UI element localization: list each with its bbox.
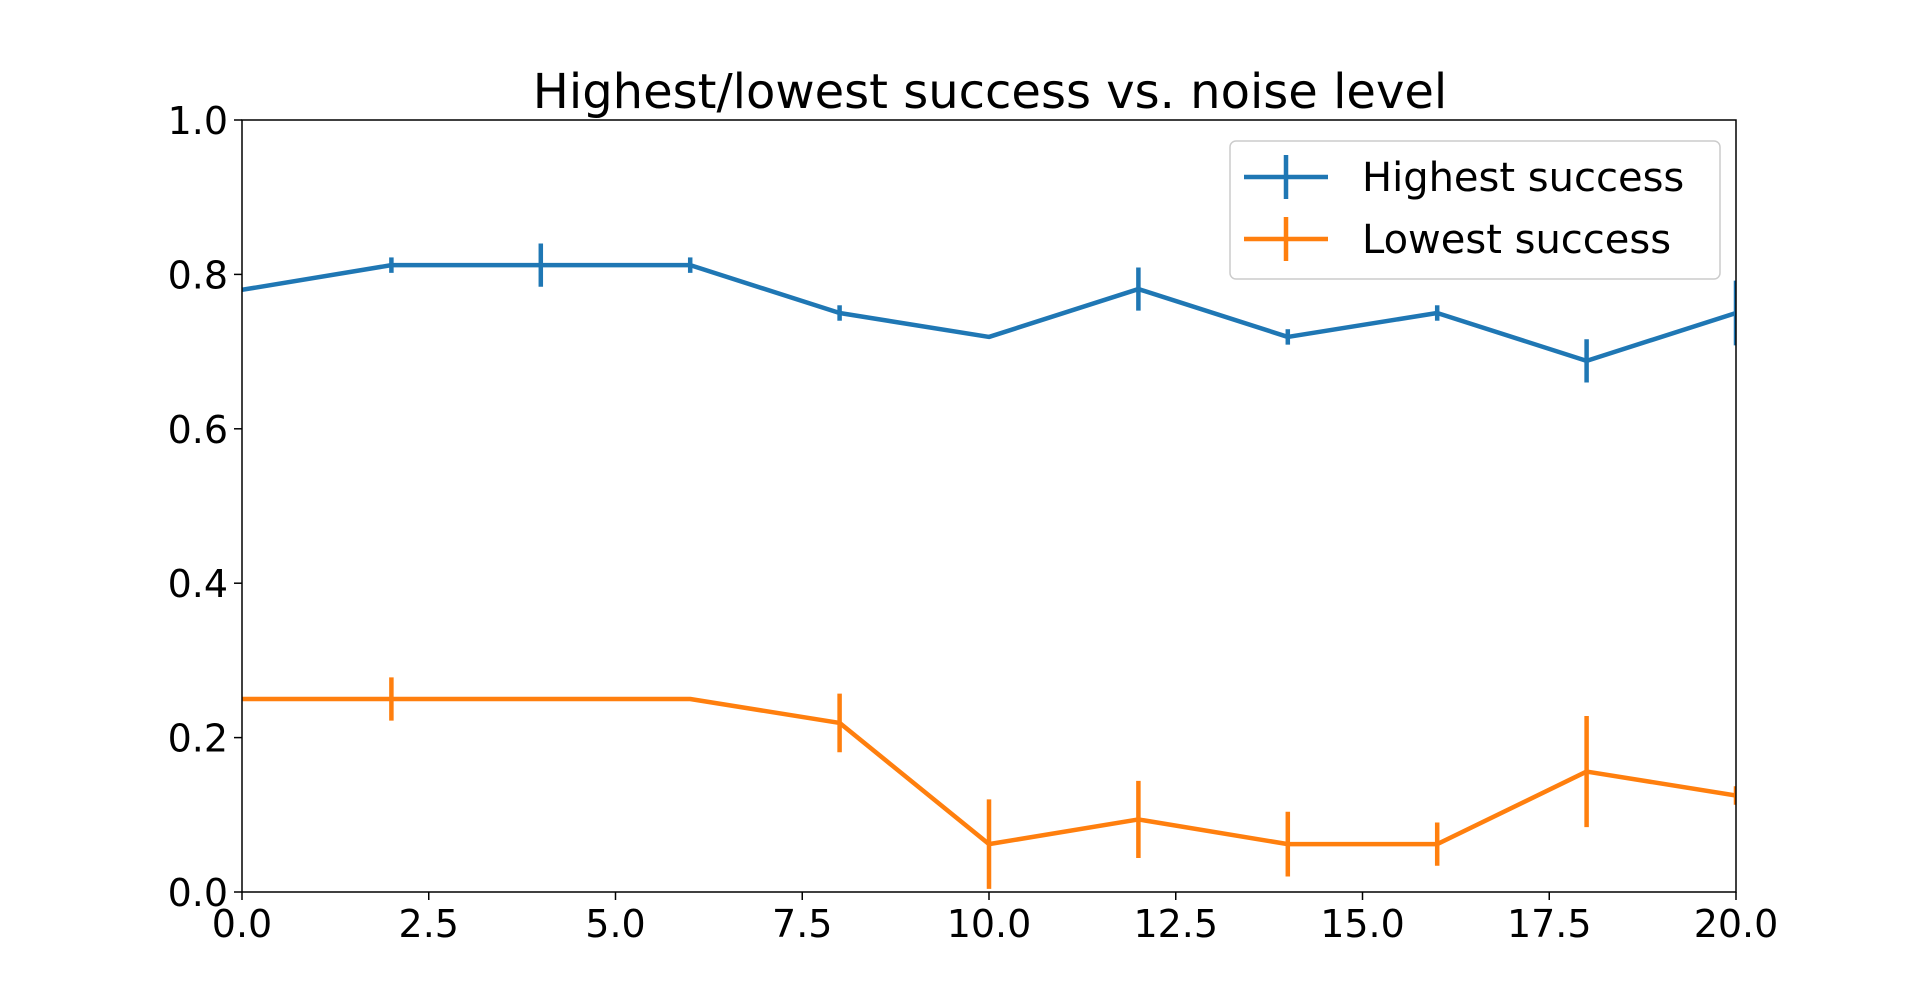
series-line xyxy=(242,262,1736,364)
legend-item: Lowest success xyxy=(1244,217,1671,263)
y-tick-label: 0.8 xyxy=(168,253,228,297)
series-lowest-success xyxy=(242,677,1736,889)
x-tick-label: 12.5 xyxy=(1133,902,1218,946)
legend-item: Highest success xyxy=(1244,155,1684,201)
y-tick-label: 0.4 xyxy=(168,562,228,606)
x-tick-label: 17.5 xyxy=(1507,902,1592,946)
legend-label: Highest success xyxy=(1362,155,1684,201)
x-tick-label: 0.0 xyxy=(212,902,272,946)
x-tick-label: 10.0 xyxy=(947,902,1032,946)
x-tick-label: 2.5 xyxy=(399,902,459,946)
legend: Highest success Lowest success xyxy=(1229,140,1721,280)
x-tick-label: 20.0 xyxy=(1694,902,1779,946)
chart-title: Highest/lowest success vs. noise level xyxy=(533,64,1447,120)
series-layer xyxy=(242,243,1736,889)
y-tick-label: 1.0 xyxy=(168,99,228,143)
plot-frame xyxy=(241,119,1737,893)
y-tick-label: 0.2 xyxy=(168,717,228,761)
x-tick-label: 5.0 xyxy=(585,902,645,946)
x-tick-label: 7.5 xyxy=(772,902,832,946)
legend-label: Lowest success xyxy=(1362,217,1671,263)
x-tick-label: 15.0 xyxy=(1320,902,1405,946)
y-tick-label: 0.6 xyxy=(168,408,228,452)
series-highest-success xyxy=(242,243,1736,383)
legend-box xyxy=(1229,140,1721,280)
y-tick-label: 0.0 xyxy=(168,871,228,915)
y-axis: 0.0 0.2 0.4 0.6 0.8 1.0 xyxy=(168,99,242,915)
x-axis: 0.0 2.5 5.0 7.5 10.0 12.5 15.0 17.5 20.0 xyxy=(212,892,1779,946)
